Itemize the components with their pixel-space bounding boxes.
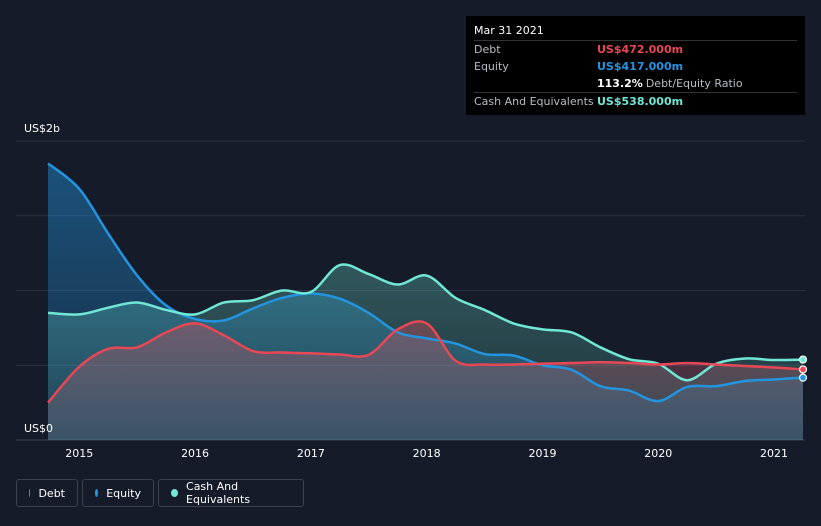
- tooltip-equity-value: US$417.000m: [597, 60, 684, 73]
- x-tick-label: 2017: [297, 447, 325, 460]
- tooltip-date: Mar 31 2021: [474, 22, 797, 41]
- x-axis-ticks: 2015 2016 2017 2018 2019 2020 2021: [65, 447, 788, 460]
- tooltip-debt-value: US$472.000m: [597, 43, 684, 56]
- tooltip-cash-value: US$538.000m: [597, 95, 684, 108]
- legend-equity-label: Equity: [106, 486, 141, 500]
- x-tick-label: 2018: [413, 447, 441, 460]
- series-lines: [47, 162, 804, 404]
- cash-and-equivalents-line: [47, 263, 804, 382]
- legend-cash-label: Cash And Equivalents: [186, 480, 251, 506]
- y-axis-min-label: US$0: [24, 422, 54, 435]
- debt-end-point: [798, 365, 808, 374]
- tooltip-ratio-value: 113.2%: [597, 77, 643, 90]
- legend-debt-label: Debt: [38, 486, 65, 500]
- equity-end-point: [798, 373, 808, 382]
- legend-item-debt[interactable]: Debt: [16, 479, 78, 507]
- y-axis-max-label: US$2b: [24, 122, 61, 135]
- legend-cash-dot-icon: [171, 489, 179, 497]
- tooltip-ratio-label: Debt/Equity Ratio: [645, 77, 743, 90]
- legend-item-cash[interactable]: Cash And Equivalents: [158, 479, 304, 507]
- tooltip-cash-label: Cash And Equivalents: [474, 95, 594, 108]
- debt-line: [47, 320, 804, 404]
- x-tick-label: 2015: [65, 447, 93, 460]
- debt-area: [48, 321, 803, 440]
- legend-debt-dot-icon: [29, 489, 31, 497]
- legend-item-equity[interactable]: Equity: [82, 479, 154, 507]
- series-areas: [48, 163, 803, 441]
- data-tooltip: Mar 31 2021 Debt US$472.000m Equity US$4…: [466, 16, 805, 115]
- tooltip-debt-label: Debt: [474, 43, 501, 56]
- legend-equity-dot-icon: [95, 489, 99, 497]
- x-tick-label: 2020: [644, 447, 672, 460]
- end-markers: [798, 355, 808, 382]
- x-tick-label: 2021: [760, 447, 788, 460]
- x-tick-label: 2016: [181, 447, 209, 460]
- x-tick-label: 2019: [528, 447, 556, 460]
- tooltip-ratio-spacer: [474, 75, 597, 92]
- tooltip-equity-label: Equity: [474, 60, 509, 73]
- cash-and-equivalents-end-point: [798, 355, 808, 364]
